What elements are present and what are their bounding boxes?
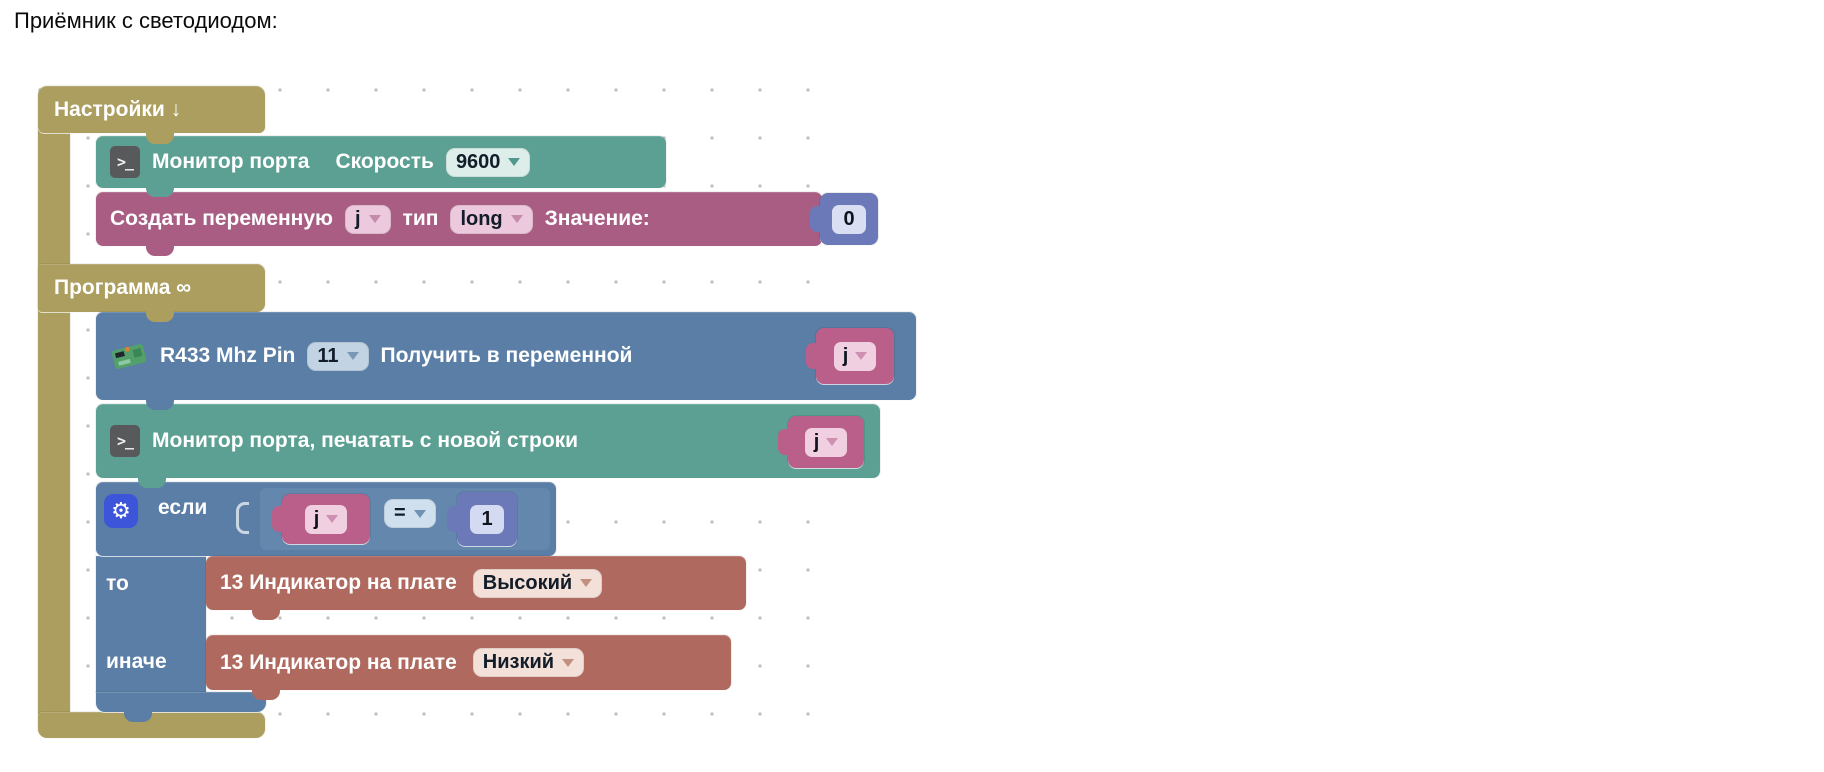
serial-monitor-label: Монитор порта [152,150,310,173]
create-variable-label: Создать переменную [110,207,333,230]
if-label: если [158,496,208,519]
number-value-block[interactable]: 0 [810,193,878,245]
led-label: 13 Индикатор на плате [220,571,457,594]
receiver-pin-label: R433 Mhz Pin [160,344,296,367]
if-block-spine[interactable] [96,556,206,692]
block-connector-tab [810,206,822,232]
type-value: long [460,207,503,230]
variable-dropdown[interactable]: j [344,204,391,234]
setup-header-label: Настройки ↓ [54,97,182,121]
radio-receiver-block[interactable]: R433 Mhz Pin 11 Получить в переменной j [96,312,916,400]
operator-dropdown[interactable]: = [384,499,436,528]
variable-name: j [313,507,320,530]
variable-name: j [813,430,820,453]
number-value[interactable]: 0 [832,204,866,234]
if-block-header[interactable]: ⚙ если j = 1 [96,482,556,556]
else-label: иначе [106,650,167,673]
serial-monitor-block[interactable]: >_ Монитор порта Скорость 9600 [96,136,666,188]
puzzle-tab [252,689,280,700]
empty-socket [236,502,249,534]
create-variable-block[interactable]: Создать переменную j тип long Значение: … [96,192,878,246]
variable-name: j [842,344,849,367]
page-title: Приёмник с светодиодом: [14,8,278,33]
puzzle-tab [146,399,174,410]
variable-dropdown[interactable]: j [304,504,348,534]
program-header-label: Программа ∞ [54,276,192,299]
number-value-block[interactable]: 1 [447,492,517,546]
dropdown-arrow-icon [346,352,359,360]
arduino-board-icon [111,344,147,369]
dropdown-arrow-icon [855,352,868,360]
wrapper-bottom-bar [38,712,265,738]
pin-dropdown[interactable]: 11 [307,341,369,371]
variable-dropdown[interactable]: j [804,427,848,457]
dropdown-arrow-icon [368,215,381,223]
dropdown-arrow-icon [580,579,593,587]
baud-dropdown[interactable]: 9600 [445,147,531,177]
puzzle-tab [146,186,174,197]
terminal-icon: >_ [110,425,140,457]
puzzle-tab [146,245,174,256]
program-header-block[interactable]: Программа ∞ [38,264,265,312]
terminal-icon: >_ [110,146,140,178]
puzzle-tab [146,311,174,322]
variable-name: j [354,207,361,230]
setup-header-block[interactable]: Настройки ↓ [38,86,265,133]
puzzle-tab [252,609,280,620]
pin-value: 11 [317,344,339,367]
then-label: то [106,572,129,595]
puzzle-tab [146,133,174,144]
variable-value-block[interactable]: j [806,328,894,384]
level-dropdown[interactable]: Высокий [472,568,603,598]
variable-value-block[interactable]: j [272,494,370,544]
led-low-block[interactable]: 13 Индикатор на плате Низкий [206,635,731,690]
block-connector-tab [272,506,284,532]
type-dropdown[interactable]: long [450,204,533,234]
value-label: Значение: [544,207,650,230]
level-dropdown[interactable]: Низкий [472,648,585,677]
compare-block[interactable]: j = 1 [260,488,550,550]
led-high-block[interactable]: 13 Индикатор на плате Высокий [206,556,746,610]
variable-dropdown[interactable]: j [833,341,877,371]
dropdown-arrow-icon [326,515,339,523]
led-label: 13 Индикатор на плате [220,650,457,674]
number-value[interactable]: 1 [470,504,504,534]
block-connector-tab [447,506,459,532]
gear-icon[interactable]: ⚙ [104,494,138,528]
puzzle-tab [138,477,166,488]
operator-value: = [394,502,406,524]
wrapper-left-spine [38,130,70,714]
type-label: тип [402,207,439,230]
puzzle-tab [124,711,152,722]
serial-println-block[interactable]: >_ Монитор порта, печатать с новой строк… [96,404,880,478]
dropdown-arrow-icon [562,658,575,667]
block-connector-tab [806,343,818,369]
baud-value: 9600 [455,150,501,173]
level-value: Высокий [482,571,573,594]
receiver-store-label: Получить в переменной [380,344,633,367]
speed-label: Скорость [335,150,434,173]
level-value: Низкий [482,651,555,673]
dropdown-arrow-icon [508,158,521,166]
block-connector-tab [778,429,790,455]
dropdown-arrow-icon [826,438,839,446]
if-block-bottom [96,692,266,712]
dropdown-arrow-icon [413,509,426,518]
serial-println-label: Монитор порта, печатать с новой строки [152,429,579,452]
variable-value-block[interactable]: j [778,416,864,468]
dropdown-arrow-icon [510,215,523,223]
